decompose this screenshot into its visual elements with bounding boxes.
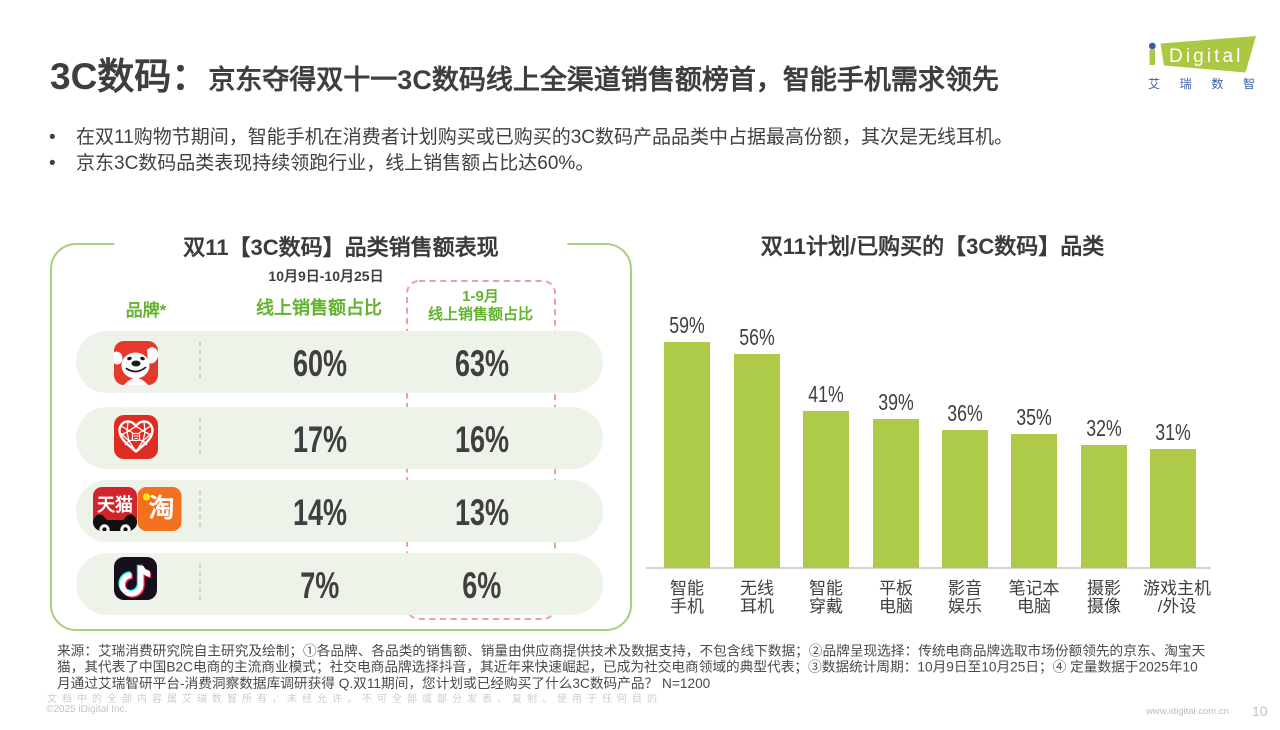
svg-text:Digital: Digital: [1169, 46, 1244, 67]
svg-text:天猫: 天猫: [97, 494, 133, 515]
svg-text:淘: 淘: [148, 493, 174, 523]
